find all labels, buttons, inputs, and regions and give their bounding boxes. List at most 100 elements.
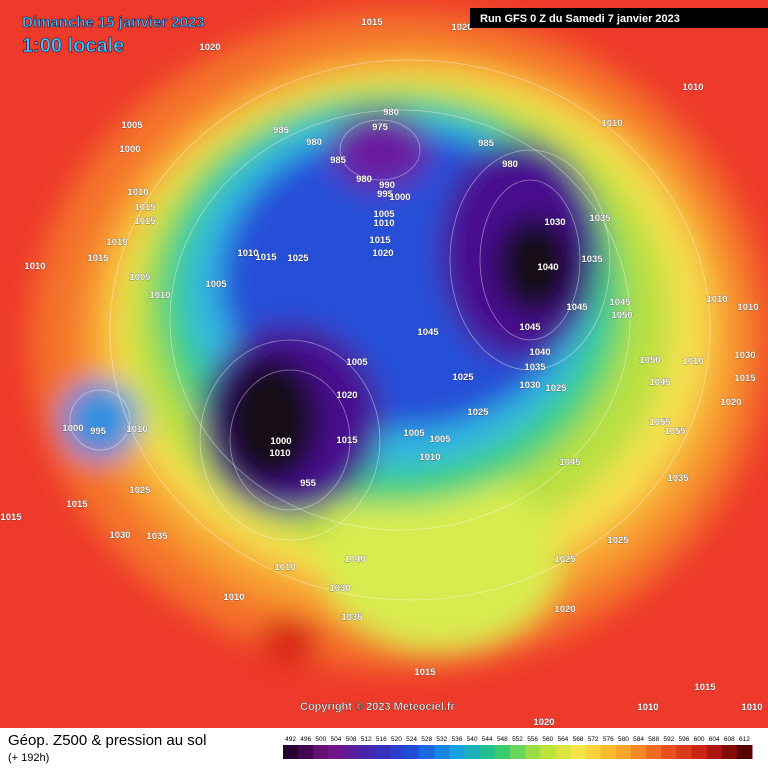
colorbar-label: 584 bbox=[633, 736, 644, 743]
isobar-label: 985 bbox=[478, 138, 495, 149]
colorbar-swatch bbox=[630, 745, 647, 759]
isobar-label: 1010 bbox=[419, 452, 440, 463]
isobar-label: 1020 bbox=[720, 397, 741, 408]
colorbar: 492 496 500 504 508 512 516 520 524 528 532 536 540 5… bbox=[283, 736, 753, 759]
isobar-label: 1010 bbox=[706, 294, 727, 305]
colorbar-swatch bbox=[615, 745, 632, 759]
isobar-label: 1030 bbox=[734, 350, 755, 361]
colorbar-swatch bbox=[706, 745, 723, 759]
colorbar-label: 596 bbox=[678, 736, 689, 743]
isobar-label: 980 bbox=[356, 174, 372, 185]
colorbar-swatch bbox=[313, 745, 329, 759]
colorbar-swatch bbox=[343, 745, 360, 759]
local-time: 1:00 locale bbox=[22, 35, 124, 57]
isobar-label: 1010 bbox=[127, 187, 148, 198]
isobar-label: 1025 bbox=[554, 554, 576, 565]
colorbar-label: 568 bbox=[573, 736, 584, 743]
colorbar-label: 548 bbox=[497, 736, 508, 743]
colorbar-label: 532 bbox=[436, 736, 447, 743]
colorbar-swatch bbox=[570, 745, 587, 759]
colorbar-label: 544 bbox=[482, 736, 493, 743]
isobar-label: 995 bbox=[90, 426, 107, 437]
isobar-label: 1010 bbox=[269, 448, 290, 459]
colorbar-label: 592 bbox=[663, 736, 674, 743]
colorbar-label: 520 bbox=[391, 736, 402, 743]
isobar-label: 1005 bbox=[205, 279, 227, 290]
isobar-label: 1010 bbox=[126, 424, 147, 435]
isobar-label: 1005 bbox=[129, 272, 151, 283]
isobar-label: 1010 bbox=[237, 248, 258, 259]
isobar-label: 1055 bbox=[664, 426, 686, 437]
isobar-label: 1055 bbox=[649, 417, 671, 428]
isobar-label: 1000 bbox=[62, 423, 83, 434]
colorbar-swatch bbox=[736, 745, 753, 759]
footer-subtitle: (+ 192h) bbox=[8, 752, 49, 764]
isobar-label: 1020 bbox=[199, 42, 220, 53]
isobar-label: 955 bbox=[300, 478, 317, 489]
run-info: Run GFS 0 Z du Samedi 7 janvier 2023 bbox=[480, 13, 680, 25]
isobar-label: 1035 bbox=[581, 254, 603, 265]
colorbar-label: 512 bbox=[361, 736, 372, 743]
isobar-label: 980 bbox=[383, 107, 399, 118]
isobar-label: 1045 bbox=[649, 377, 671, 388]
isobar-label: 1010 bbox=[637, 702, 658, 713]
colorbar-swatch bbox=[283, 745, 299, 759]
isobar-label: 1010 bbox=[373, 218, 394, 229]
colorbar-label: 508 bbox=[346, 736, 357, 743]
isobar-label: 1010 bbox=[601, 118, 622, 129]
colorbar-swatch bbox=[646, 745, 662, 759]
isobar-label: 1035 bbox=[589, 213, 611, 224]
colorbar-swatch bbox=[328, 745, 345, 759]
isobar-label: 1010 bbox=[223, 592, 244, 603]
colorbar-swatch bbox=[358, 745, 375, 759]
colorbar-label: 492 bbox=[285, 736, 296, 743]
colorbar-swatch bbox=[691, 745, 708, 759]
colorbar-swatch bbox=[419, 745, 435, 759]
run-box bbox=[470, 8, 768, 28]
isobar-label: 1010 bbox=[682, 356, 703, 367]
isobar-label: 1025 bbox=[467, 407, 489, 418]
copyright: Copyright © 2023 Meteociel.fr bbox=[300, 701, 456, 713]
colorbar-label: 580 bbox=[618, 736, 629, 743]
isobar-label: 1020 bbox=[336, 390, 357, 401]
colorbar-label: 608 bbox=[724, 736, 735, 743]
isobar-label: 1040 bbox=[529, 347, 550, 358]
colorbar-label: 528 bbox=[421, 736, 432, 743]
colorbar-swatch bbox=[661, 745, 677, 759]
colorbar-swatch bbox=[388, 745, 405, 759]
colorbar-label: 600 bbox=[694, 736, 705, 743]
colorbar-label: 540 bbox=[467, 736, 478, 743]
isobar-label: 1000 bbox=[270, 436, 291, 447]
isobar-label: 1015 bbox=[694, 682, 716, 693]
colorbar-swatch bbox=[373, 745, 390, 759]
footer-title: Géop. Z500 & pression au sol bbox=[8, 732, 206, 749]
colorbar-label: 556 bbox=[527, 736, 538, 743]
isobar-label: 1005 bbox=[403, 428, 425, 439]
isobar-label: 1005 bbox=[121, 120, 143, 131]
isobar-label: 1035 bbox=[524, 362, 546, 373]
isobar-label: 1030 bbox=[544, 217, 565, 228]
isobar-label: 1010 bbox=[737, 302, 758, 313]
colorbar-swatch bbox=[298, 745, 314, 759]
isobar-label: 1025 bbox=[129, 485, 151, 496]
isobar-label: 1005 bbox=[346, 357, 368, 368]
isobar-label: 1005 bbox=[373, 209, 395, 220]
colorbar-label: 552 bbox=[512, 736, 523, 743]
isobar-label: 980 bbox=[502, 159, 518, 170]
date: Dimanche 15 janvier 2023 bbox=[22, 14, 205, 31]
isobar-label: 985 bbox=[330, 155, 347, 166]
colorbar-swatch bbox=[404, 745, 420, 759]
isobar-label: 1015 bbox=[336, 435, 358, 446]
geopotential-field bbox=[30, 10, 768, 670]
isobar-label: 980 bbox=[306, 137, 322, 148]
isobar-label: 1015 bbox=[414, 667, 436, 678]
isobar-label: 1010 bbox=[24, 261, 45, 272]
isobar-lines bbox=[69, 59, 711, 601]
isobar-label: 1050 bbox=[611, 310, 632, 321]
isobar-label: 1010 bbox=[741, 702, 762, 713]
isobar-label: 1025 bbox=[287, 253, 309, 264]
colorbar-label: 524 bbox=[406, 736, 417, 743]
isobar-label: 1030 bbox=[109, 530, 130, 541]
isobar-label: 1010 bbox=[274, 562, 295, 573]
isobar-label: 1040 bbox=[344, 554, 365, 565]
